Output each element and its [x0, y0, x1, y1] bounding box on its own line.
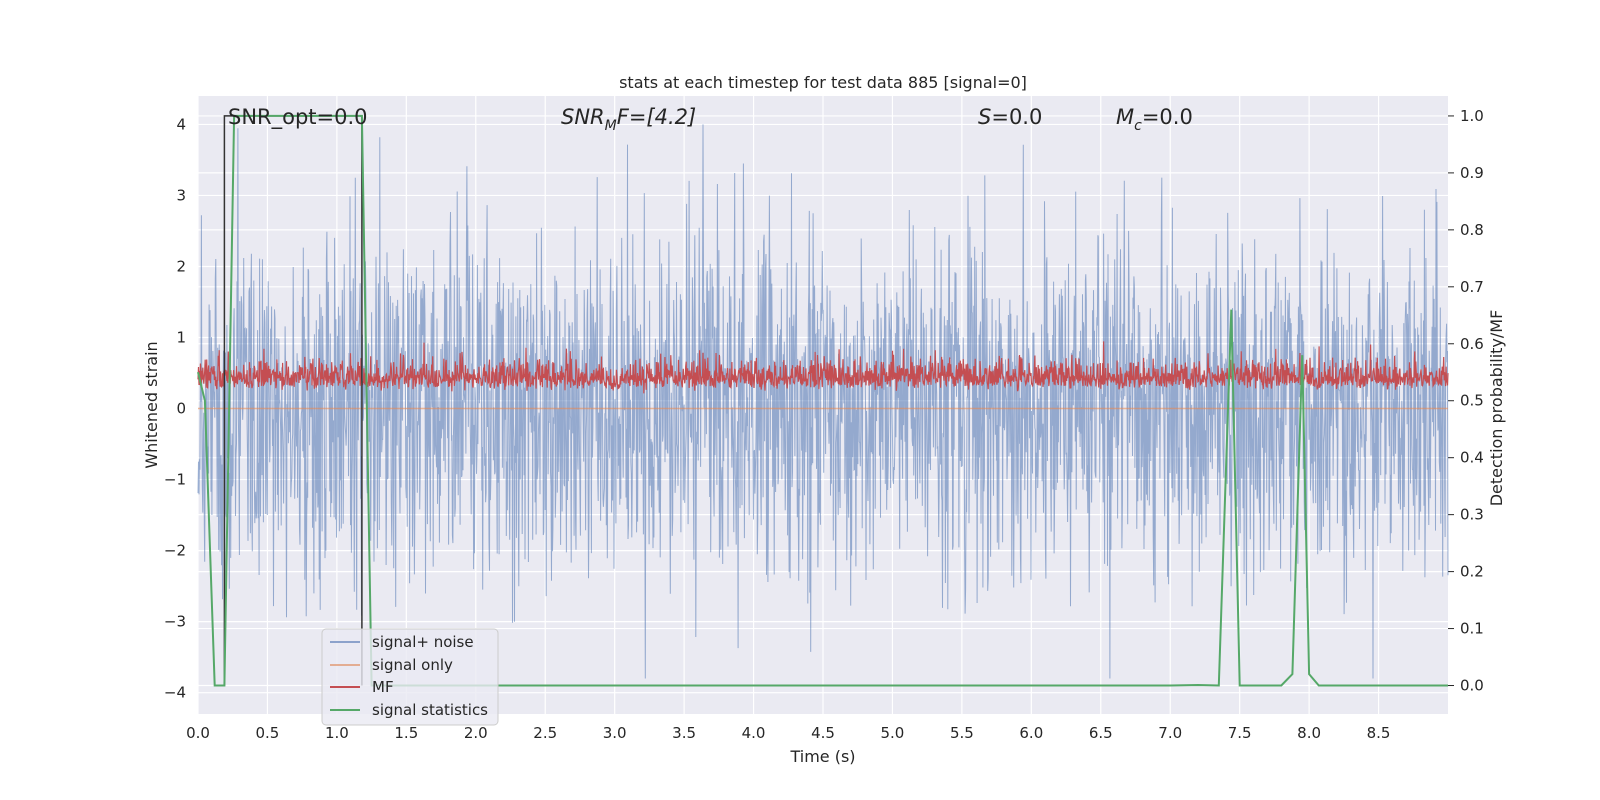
- x-tick-label: 1.5: [394, 724, 418, 742]
- x-axis-label: Time (s): [789, 747, 855, 766]
- y-tick-label: 3: [176, 186, 186, 204]
- snr-opt-annotation: SNR_opt=0.0: [228, 105, 368, 130]
- mf-line: [197, 341, 1449, 394]
- y-right-tick-label: 1.0: [1460, 107, 1484, 125]
- x-tick-label: 6.0: [1019, 724, 1043, 742]
- snr-mf-sub: M: [605, 118, 617, 134]
- x-tick-label: 2.0: [464, 724, 488, 742]
- s-rest: =0.0: [991, 105, 1042, 129]
- y-tick-label: −2: [164, 542, 186, 560]
- y-right-tick-label: 0.5: [1460, 392, 1484, 410]
- x-tick-label: 7.5: [1228, 724, 1252, 742]
- statistics-lines: [197, 114, 1448, 687]
- mf-series: [197, 341, 1449, 394]
- x-tick-label: 4.0: [742, 724, 766, 742]
- snr-mf-rest: F=[4.2]: [617, 105, 696, 129]
- legend-box: [321, 628, 499, 726]
- legend-label-mf: MF: [372, 678, 394, 696]
- x-tick-label: 1.0: [325, 724, 349, 742]
- y-right-tick-label: 0.3: [1460, 506, 1484, 524]
- y-tick-label: 4: [176, 115, 186, 133]
- y-right-tick-label: 0.8: [1460, 221, 1484, 239]
- mc-annotation: Mc=0.0: [1116, 105, 1193, 134]
- y-right-tick-label: 0.1: [1460, 620, 1484, 638]
- legend-label-signal-statistics: signal statistics: [372, 701, 488, 719]
- x-tick-label: 2.5: [533, 724, 557, 742]
- y-tick-label: 1: [176, 329, 186, 347]
- snr-mf-main: SNR: [561, 105, 605, 129]
- signal-statistics-line: [197, 114, 1448, 687]
- mc-sub: c: [1134, 118, 1142, 134]
- y-tick-label: −1: [164, 471, 186, 489]
- x-tick-label: 4.5: [811, 724, 835, 742]
- y-tick-labels: −4 −3 −2 −1 0 1 2 3 4: [164, 115, 186, 701]
- snr-mf-annotation: SNRMF=[4.2]: [561, 105, 696, 134]
- x-tick-label: 8.5: [1367, 724, 1391, 742]
- x-tick-label: 6.5: [1089, 724, 1113, 742]
- signal-noise-line: [197, 124, 1449, 679]
- y-right-tick-label: 0.4: [1460, 449, 1484, 467]
- s-annotation: S=0.0: [978, 105, 1042, 129]
- legend-label-signal-only: signal only: [372, 656, 453, 674]
- y-tick-label: −4: [164, 684, 186, 702]
- y-tick-label: −3: [164, 613, 186, 631]
- y-right-tick-label: 0.7: [1460, 278, 1484, 296]
- mc-rest: =0.0: [1142, 105, 1193, 129]
- signal-noise-series: [197, 124, 1449, 679]
- x-tick-label: 7.0: [1158, 724, 1182, 742]
- y-tick-label: 2: [176, 257, 186, 275]
- legend-label-signal-noise: signal+ noise: [372, 633, 474, 651]
- mc-main: M: [1116, 105, 1134, 129]
- x-tick-label: 3.5: [672, 724, 696, 742]
- x-tick-label: 5.0: [881, 724, 905, 742]
- s-main: S: [978, 105, 991, 129]
- x-tick-label: 8.0: [1297, 724, 1321, 742]
- y-right-tick-label: 0.2: [1460, 563, 1484, 581]
- y-right-tick-label: 0.0: [1460, 677, 1484, 695]
- x-tick-label: 3.0: [603, 724, 627, 742]
- x-tick-labels: 0.0 0.5 1.0 1.5 2.0 2.5 3.0 3.5 4.0 4.5 5.0 5.5 6.0 6…: [186, 724, 1390, 742]
- y-right-axis-label: Detection probability/MF: [1487, 310, 1506, 507]
- y-tick-label: 0: [176, 400, 186, 418]
- x-tick-label: 5.5: [950, 724, 974, 742]
- x-tick-label: 0.5: [256, 724, 280, 742]
- y-right-tick-labels: 0.0 0.1 0.2 0.3 0.4 0.5 0.6 0.7 0.8 0.9 1.0: [1460, 107, 1484, 695]
- chart-title: stats at each timestep for test data 885…: [619, 73, 1027, 92]
- y-right-tick-label: 0.9: [1460, 164, 1484, 182]
- y-right-tick-label: 0.6: [1460, 335, 1484, 353]
- legend: signal+ noise signal only MF signal stat…: [321, 628, 499, 726]
- y-axis-label: Whitened strain: [142, 341, 161, 468]
- x-tick-label: 0.0: [186, 724, 210, 742]
